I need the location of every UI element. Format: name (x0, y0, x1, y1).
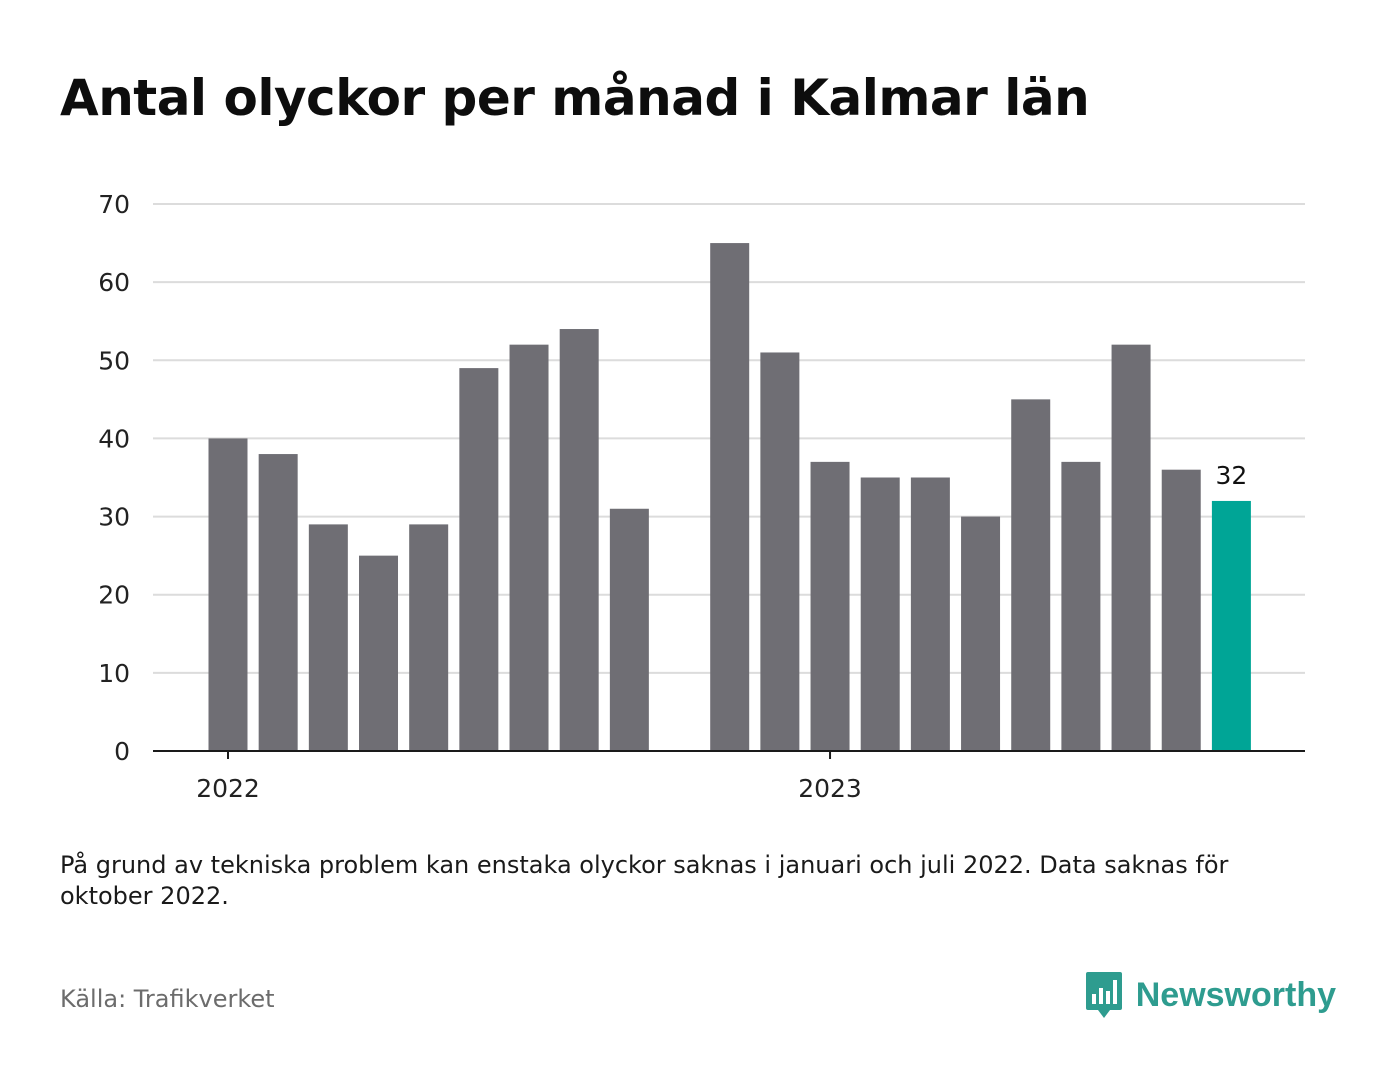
bar (1011, 399, 1051, 751)
x-axis-labels: 2022 2023 (196, 774, 862, 803)
bar (710, 243, 750, 752)
chart-title: Antal olyckor per månad i Kalmar län (60, 69, 1090, 127)
x-tick-label: 2023 (798, 774, 862, 803)
bar (208, 438, 248, 751)
bar (860, 477, 900, 751)
x-axis (153, 750, 1305, 759)
bar (359, 555, 399, 751)
bar (1161, 469, 1201, 751)
x-tick-label: 2022 (196, 774, 260, 803)
bar (1061, 461, 1101, 751)
brand-logo: Newsworthy (1084, 970, 1336, 1020)
y-tick-label: 60 (98, 268, 130, 297)
y-tick-label: 50 (98, 346, 130, 375)
y-tick-label: 0 (114, 737, 130, 766)
bar (258, 454, 298, 751)
data-labels: 32 (1215, 461, 1247, 490)
bar (910, 477, 950, 751)
y-tick-label: 40 (98, 424, 130, 453)
bar-value-label: 32 (1215, 461, 1247, 490)
chart-note: På grund av tekniska problem kan enstaka… (60, 851, 1229, 910)
y-tick-label: 30 (98, 503, 130, 532)
bar (760, 352, 800, 751)
bar (1111, 344, 1151, 751)
bars (208, 243, 1251, 752)
bar (609, 508, 649, 751)
y-tick-label: 20 (98, 581, 130, 610)
y-tick-label: 70 (98, 190, 130, 219)
bar (559, 329, 599, 751)
source-credit: Källa: Trafikverket (60, 985, 275, 1013)
bar (810, 461, 850, 751)
bar (509, 344, 549, 751)
y-tick-label: 10 (98, 659, 130, 688)
y-axis-labels: 0 10 20 30 40 50 60 70 (98, 190, 130, 766)
newsworthy-logo-icon (1085, 972, 1122, 1018)
bar (459, 368, 499, 751)
brand-name: Newsworthy (1135, 975, 1336, 1014)
bar-highlight (1211, 500, 1251, 751)
bar (308, 524, 348, 751)
bar-chart: 0 10 20 30 40 50 60 70 2022 2023 32 (98, 190, 1305, 803)
bar (409, 524, 449, 751)
bar (961, 516, 1001, 751)
